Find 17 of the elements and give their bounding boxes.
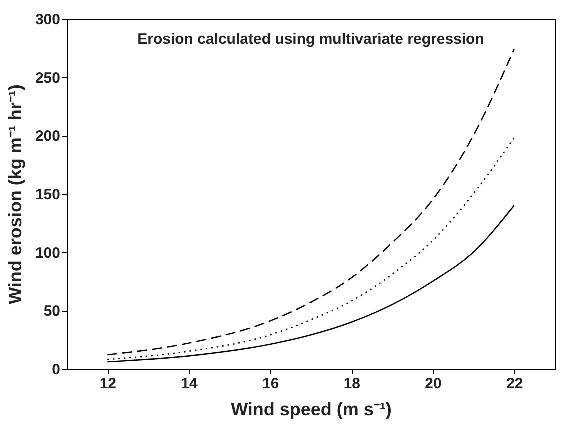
y-tick-label: 300	[35, 12, 60, 28]
x-tick-label: 12	[100, 376, 117, 392]
y-tick-label: 100	[35, 244, 60, 262]
line-series	[107, 48, 515, 356]
y-tick-label: 150	[35, 186, 60, 204]
x-axis-title: Wind speed (m s⁻¹)	[231, 400, 392, 420]
y-tick-label: 0	[52, 362, 60, 378]
x-tick-label: 18	[344, 376, 361, 392]
annotation: Erosion calculated using multivariate regression	[138, 31, 484, 48]
y-tick-label: 50	[44, 303, 60, 320]
x-tick-label: 22	[506, 376, 524, 392]
y-tick-label: 200	[35, 128, 60, 146]
y-tick-label: 250	[35, 70, 60, 87]
x-tick-label: 14	[181, 376, 198, 392]
x-tick-label: 20	[425, 376, 442, 392]
x-tick-label: 16	[262, 376, 280, 392]
y-axis-title: Wind erosion (kg m⁻¹ hr⁻¹)	[5, 84, 26, 304]
